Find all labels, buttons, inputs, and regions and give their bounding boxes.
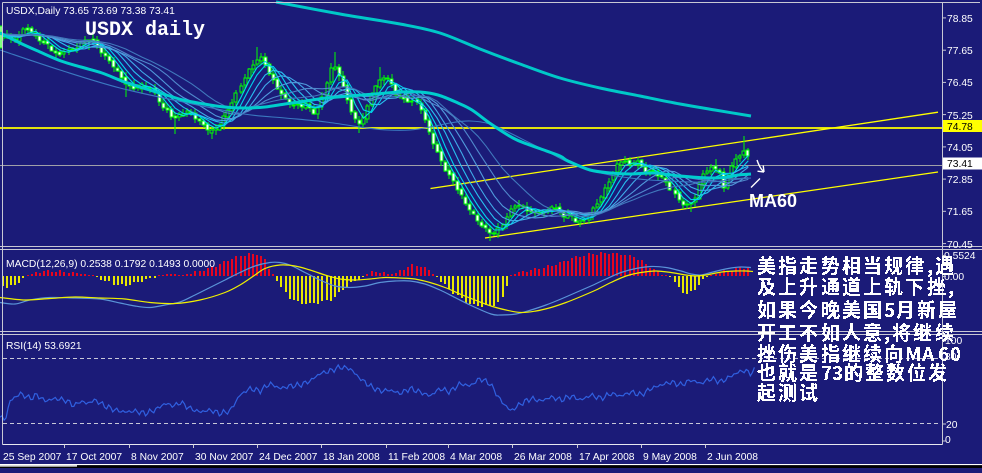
svg-text:30 Nov 2007: 30 Nov 2007 bbox=[195, 452, 254, 463]
svg-text:74.05: 74.05 bbox=[947, 143, 973, 154]
svg-text:0: 0 bbox=[945, 435, 951, 446]
svg-text:74.78: 74.78 bbox=[947, 122, 973, 133]
svg-text:9 May 2008: 9 May 2008 bbox=[643, 452, 697, 463]
svg-text:70.45: 70.45 bbox=[947, 240, 973, 251]
svg-text:24 Dec 2007: 24 Dec 2007 bbox=[259, 452, 318, 463]
svg-text:USDX,Daily 73.65 73.69 73.38: USDX,Daily 73.65 73.69 73.38 73.41 bbox=[6, 6, 175, 17]
svg-text:75.25: 75.25 bbox=[947, 111, 973, 122]
svg-text:11 Feb 2008: 11 Feb 2008 bbox=[388, 452, 445, 463]
svg-text:MA60: MA60 bbox=[749, 191, 797, 211]
svg-text:2 Jun 2008: 2 Jun 2008 bbox=[707, 452, 758, 463]
svg-text:8 Nov 2007: 8 Nov 2007 bbox=[131, 452, 184, 463]
svg-text:25 Sep 2007: 25 Sep 2007 bbox=[3, 452, 62, 463]
svg-text:72.85: 72.85 bbox=[947, 175, 973, 186]
svg-text:18 Jan 2008: 18 Jan 2008 bbox=[323, 452, 380, 463]
svg-text:MACD(12,26,9) 0.2538 0.1792 0.: MACD(12,26,9) 0.2538 0.1792 0.1493 0.000… bbox=[6, 259, 215, 270]
svg-text:76.45: 76.45 bbox=[947, 78, 973, 89]
svg-text:71.65: 71.65 bbox=[947, 207, 973, 218]
svg-text:78.85: 78.85 bbox=[947, 14, 973, 25]
svg-text:26 Mar 2008: 26 Mar 2008 bbox=[514, 452, 572, 463]
svg-text:17 Apr 2008: 17 Apr 2008 bbox=[579, 452, 635, 463]
svg-text:4 Mar 2008: 4 Mar 2008 bbox=[450, 452, 502, 463]
svg-text:80: 80 bbox=[945, 352, 957, 363]
svg-text:100: 100 bbox=[945, 336, 962, 347]
svg-text:RSI(14) 53.6921: RSI(14) 53.6921 bbox=[6, 341, 82, 352]
svg-text:0.00: 0.00 bbox=[944, 272, 964, 283]
svg-text:0.5524: 0.5524 bbox=[944, 251, 976, 262]
svg-text:17 Oct 2007: 17 Oct 2007 bbox=[66, 452, 122, 463]
svg-text:73.41: 73.41 bbox=[947, 159, 973, 170]
svg-text:20: 20 bbox=[946, 420, 958, 431]
svg-text:77.65: 77.65 bbox=[947, 46, 973, 57]
svg-text:USDX daily: USDX daily bbox=[85, 19, 205, 42]
